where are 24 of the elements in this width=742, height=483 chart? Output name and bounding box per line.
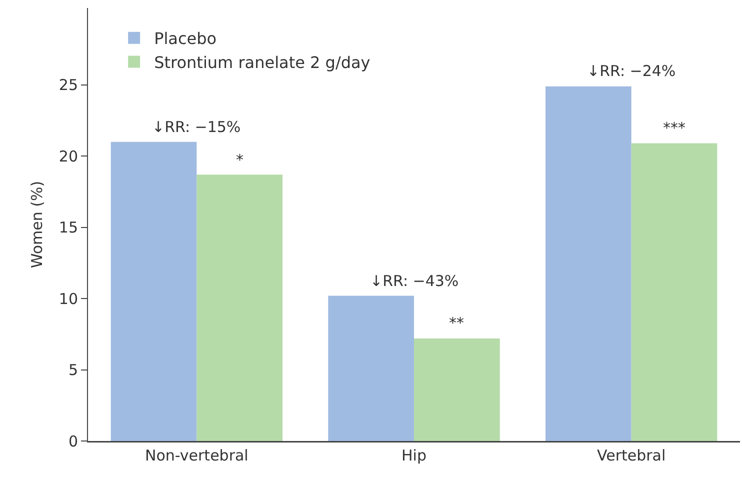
bar (110, 142, 197, 441)
bar (328, 296, 414, 441)
bar (631, 143, 718, 441)
y-tick-label: 5 (68, 361, 78, 380)
x-tick-label: Hip (402, 446, 426, 464)
annotation: ** (449, 314, 464, 332)
bar (414, 338, 500, 441)
annotation: ↓RR: −15% (152, 118, 241, 136)
legend-label: Placebo (154, 29, 217, 48)
y-tick-label: 10 (58, 290, 78, 308)
annotation: ↓RR: −43% (370, 272, 459, 290)
bar (196, 174, 283, 441)
y-tick-label: 25 (58, 76, 78, 94)
x-tick-label: Vertebral (597, 446, 666, 464)
x-tick-label: Non-vertebral (144, 446, 248, 464)
bar (545, 86, 632, 441)
annotation: * (236, 151, 244, 169)
annotation: ↓RR: −24% (587, 62, 676, 80)
annotation: *** (663, 119, 686, 137)
y-tick-label: 15 (58, 218, 78, 237)
y-tick-label: 0 (68, 432, 78, 450)
y-axis-title: Women (%) (28, 180, 46, 268)
y-tick-label: 20 (58, 147, 78, 166)
legend-label: Strontium ranelate 2 g/day (154, 52, 370, 72)
